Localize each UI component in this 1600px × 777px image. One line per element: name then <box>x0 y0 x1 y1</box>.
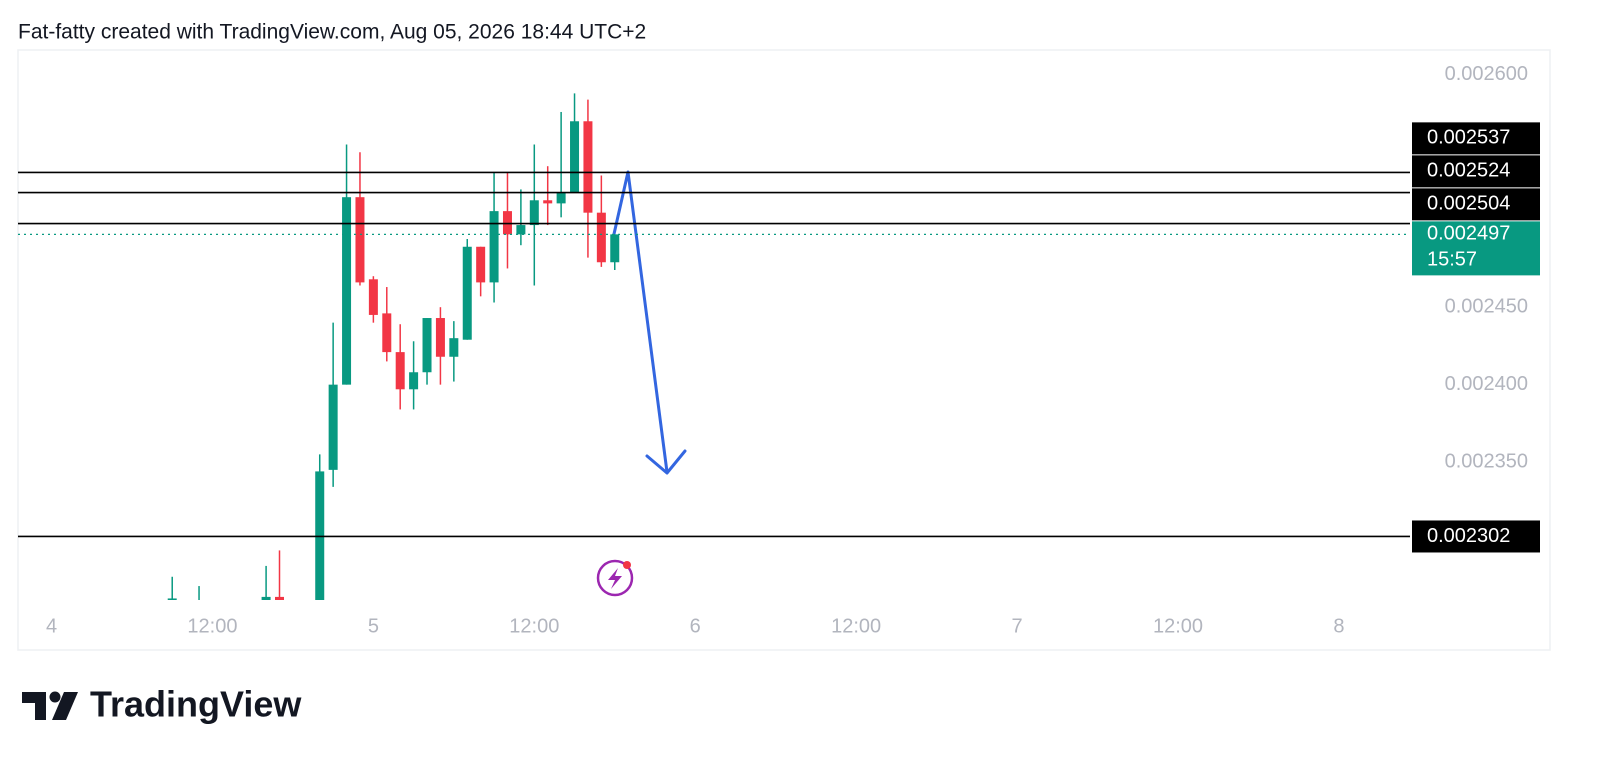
candle-body <box>422 318 432 373</box>
last-price-label: 0.002497 <box>1427 223 1510 245</box>
level-box <box>1412 155 1540 188</box>
candle-body <box>583 121 593 213</box>
y-tick-label: 0.002600 <box>1445 63 1528 85</box>
countdown-label: 15:57 <box>1427 249 1477 271</box>
candle-body <box>556 192 566 204</box>
candle-body <box>195 600 204 605</box>
candle-body <box>167 598 177 600</box>
candle-body <box>435 318 445 357</box>
event-icon[interactable] <box>596 559 634 597</box>
x-tick-label: 4 <box>46 615 57 637</box>
chart-frame <box>17 49 1551 651</box>
level-label: 0.002302 <box>1427 525 1510 547</box>
projection-arrow <box>612 170 669 473</box>
candle-body <box>368 279 378 315</box>
brand-logo <box>22 691 78 720</box>
x-tick-label: 6 <box>690 615 701 637</box>
candle-body <box>328 384 338 470</box>
candle-body <box>355 197 365 283</box>
level-label: 0.002504 <box>1427 193 1510 215</box>
event-dot[interactable] <box>623 561 631 569</box>
arrow-head <box>645 449 687 475</box>
candle-body <box>315 471 325 600</box>
x-tick-label: 8 <box>1333 615 1344 637</box>
credit: Fat-fatty created with TradingView.com, … <box>18 21 646 44</box>
candle-body <box>610 234 620 263</box>
candle-body <box>382 313 392 353</box>
x-tick-label: 12:00 <box>831 615 881 637</box>
candle-body <box>570 121 580 193</box>
candle-body <box>476 246 486 283</box>
y-tick-label: 0.002400 <box>1445 373 1528 395</box>
candle-body <box>516 225 526 235</box>
candle-body <box>409 372 419 390</box>
overlay: 0.002497 15:57 0.002537 0.002524 0.002504 0.0… <box>1412 122 1540 553</box>
candle-body <box>462 246 472 340</box>
level-label: 0.002537 <box>1427 127 1510 149</box>
y-tick-label: 0.002350 <box>1445 450 1528 472</box>
candle-body <box>529 200 539 226</box>
x-tick-label: 12:00 <box>509 615 559 637</box>
candle-body <box>449 338 459 357</box>
candle-body <box>395 352 405 390</box>
last-price-box <box>1412 221 1540 276</box>
x-tick-label: 7 <box>1012 615 1023 637</box>
logo-part <box>52 692 78 720</box>
candle-body <box>275 596 285 600</box>
y-tick-label: 0.002450 <box>1445 295 1528 317</box>
logo-part <box>22 692 46 720</box>
candle-body <box>596 212 606 263</box>
x-tick-label: 12:00 <box>1153 615 1203 637</box>
level-box <box>1412 122 1540 155</box>
candle-body <box>543 200 553 204</box>
level-box <box>1412 188 1540 221</box>
candle-body <box>489 211 499 283</box>
brand: TradingView <box>90 684 302 725</box>
candle-body <box>342 197 352 385</box>
x-tick-label: 12:00 <box>187 615 237 637</box>
logo-part <box>49 691 61 703</box>
level-label: 0.002524 <box>1427 160 1510 182</box>
candle-body <box>261 596 271 600</box>
event-bolt[interactable] <box>608 568 622 589</box>
x-tick-label: 5 <box>368 615 379 637</box>
level-box <box>1412 520 1540 553</box>
